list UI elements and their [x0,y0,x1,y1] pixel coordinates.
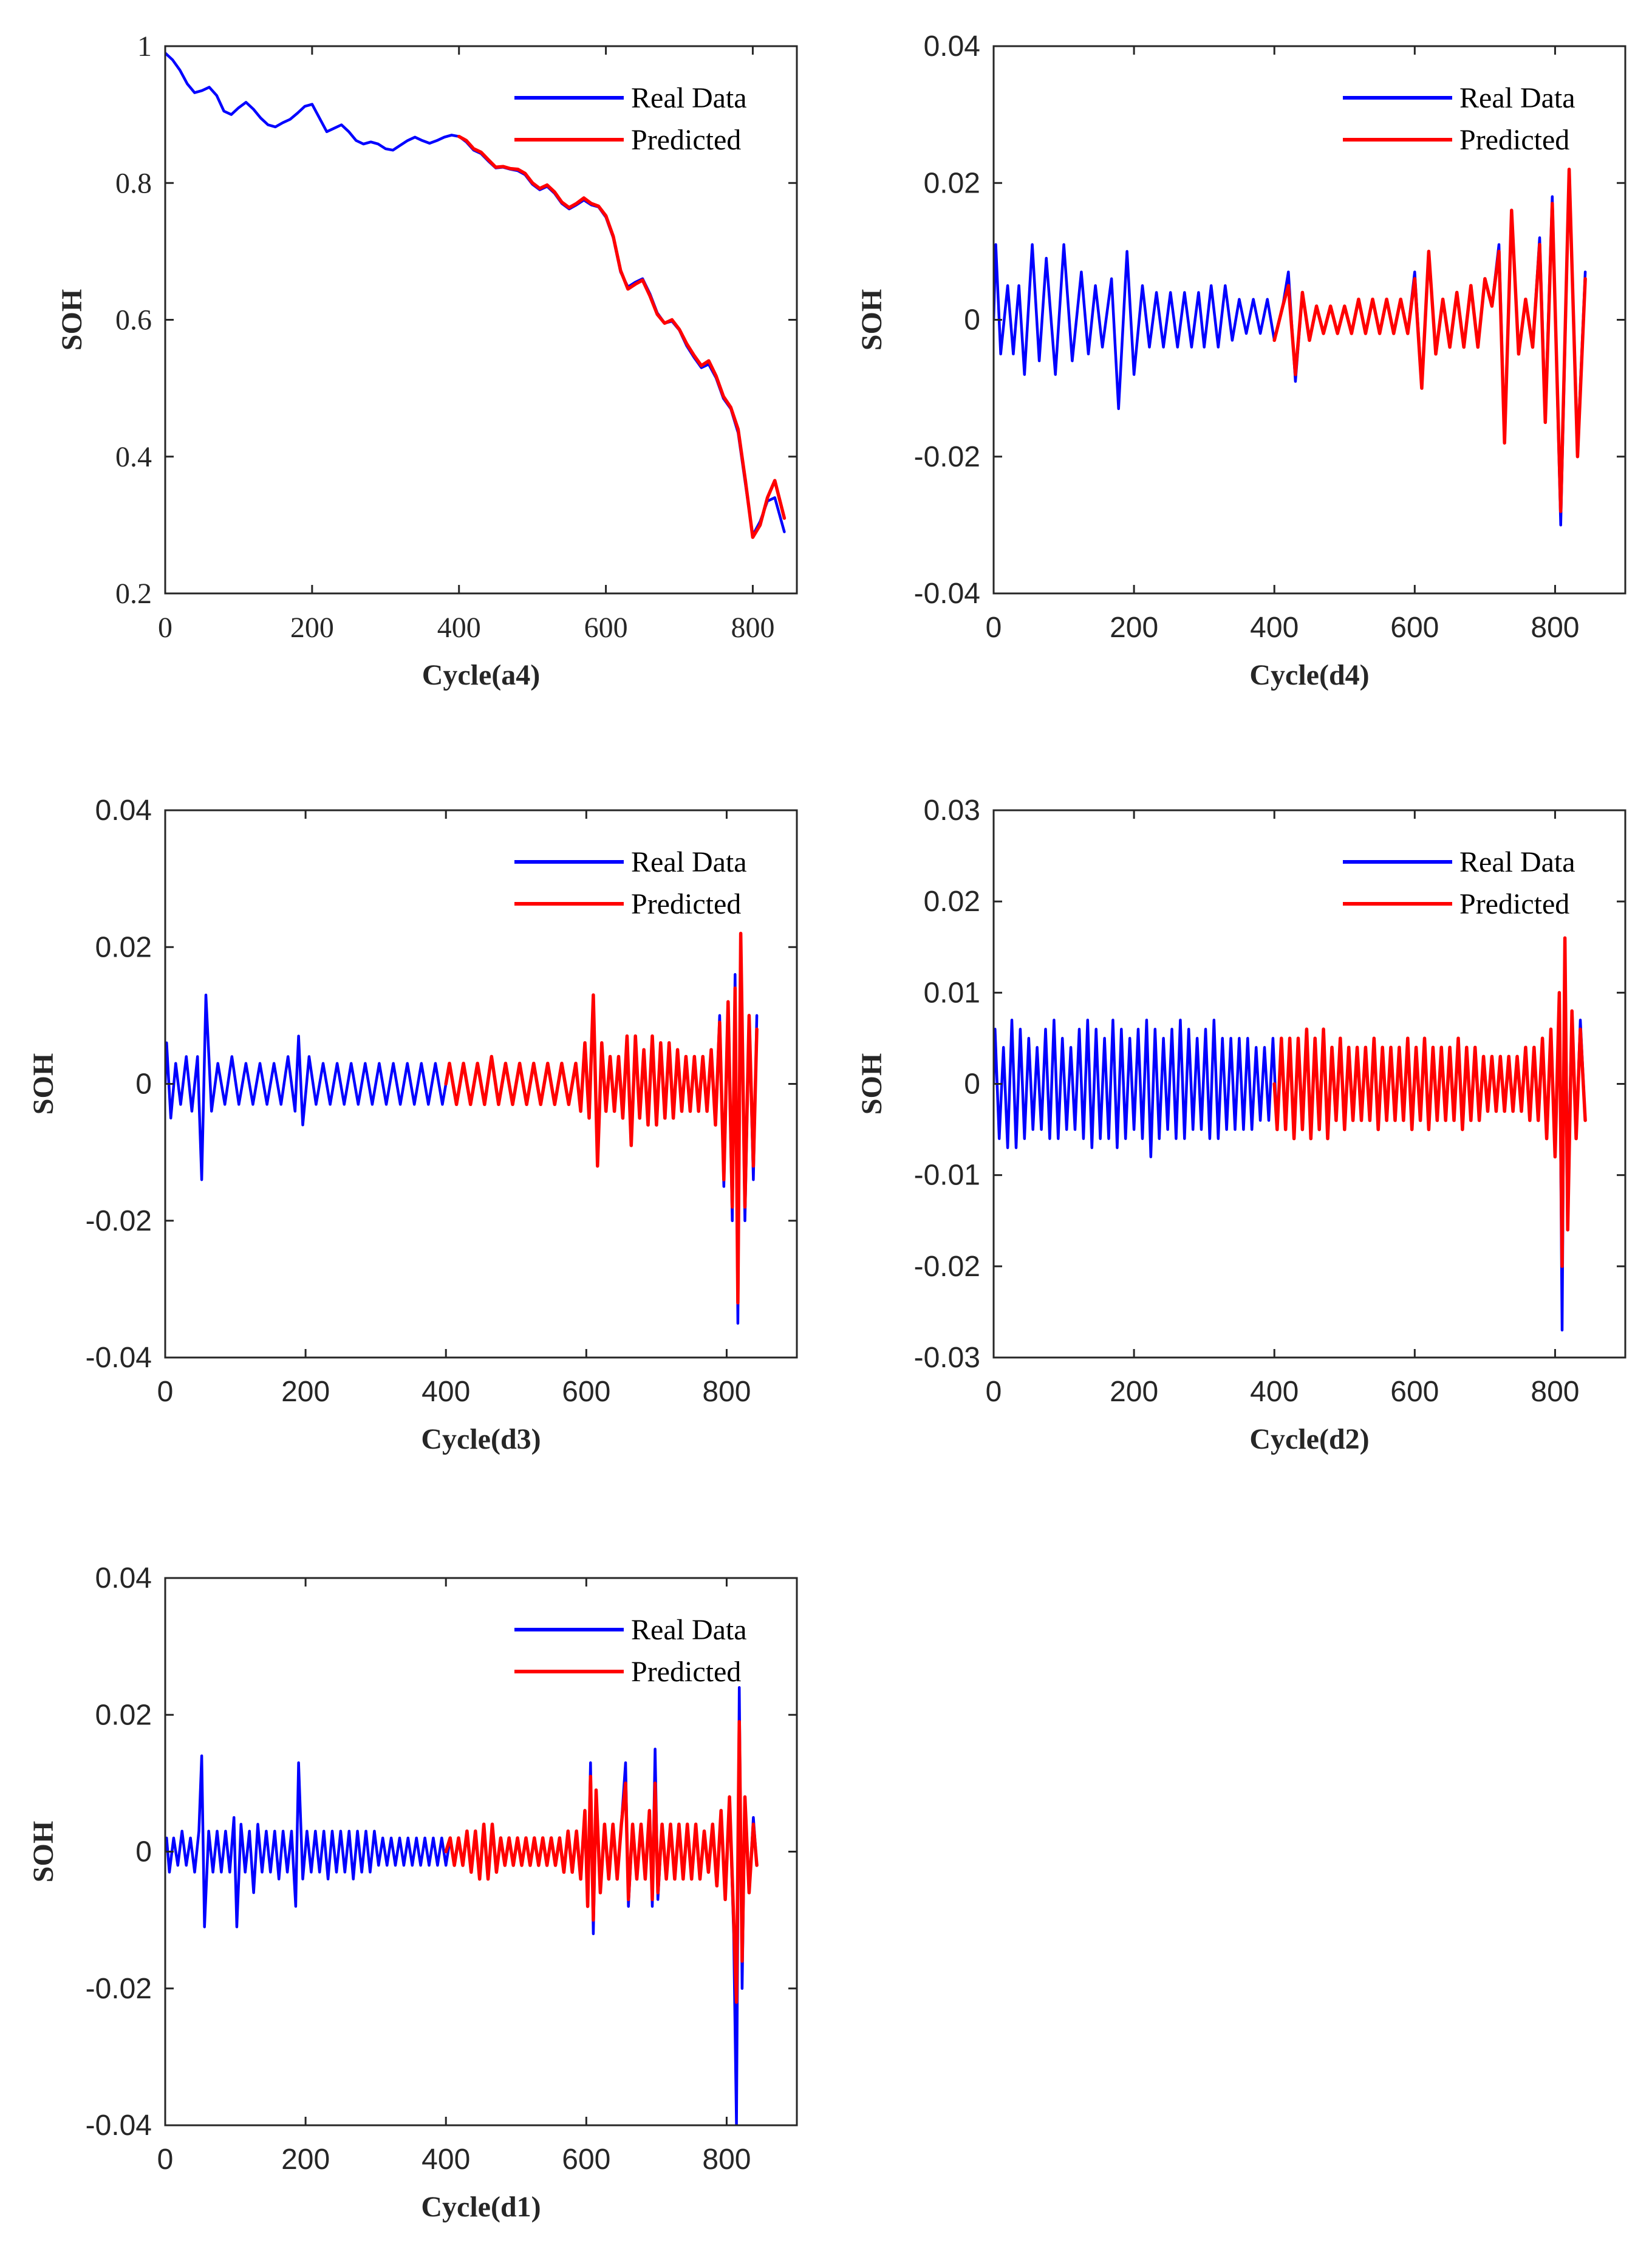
x-tick-label: 800 [1531,612,1579,644]
series-line-predicted [444,1720,759,2004]
chart-panel-d2: 0 200 400 600 800 -0.03 -0.02 -0.01 0 0.01 0.02 0.0… [856,794,1626,1455]
series-group [165,931,759,1325]
y-tick-label: -0.03 [914,1342,980,1374]
legend-label-real-data: Real Data [631,1614,747,1646]
y-tick-label: 0.02 [95,1699,152,1731]
x-tick-label: 400 [437,612,481,644]
chart-panel-a4: 0 200 400 600 800 0.2 0.4 0.6 0.8 1 Cycle(a4) SOH Re… [56,30,798,691]
series-line-predicted [1272,167,1587,513]
legend-label-predicted: Predicted [1459,888,1569,920]
y-tick-label: -0.02 [86,1973,152,2005]
y-tick-label: 0.4 [115,441,152,473]
y-tick-label: -0.02 [914,1251,980,1283]
y-tick-label: 0.02 [924,886,980,918]
series-line-predicted [1272,936,1587,1268]
legend: Real Data Predicted [1343,82,1575,156]
y-tick-label: 0.04 [95,1562,152,1594]
x-tick-label: 400 [422,2143,470,2176]
x-tick-label: 0 [986,612,1002,644]
x-tick-label: 0 [986,1376,1002,1408]
y-axis-label: SOH [56,289,88,350]
legend: Real Data Predicted [514,1614,747,1688]
x-tick-label: 600 [1390,1376,1439,1408]
x-tick-label: 200 [1110,1376,1158,1408]
x-tick-label: 200 [281,1376,330,1408]
legend-label-predicted: Predicted [631,124,741,156]
y-tick-label: -0.02 [86,1205,152,1237]
x-tick-label: 600 [562,2143,610,2176]
x-tick-label: 800 [731,612,774,644]
x-tick-label: 400 [1250,1376,1299,1408]
x-tick-label: 0 [158,612,172,644]
x-tick-label: 800 [1531,1376,1579,1408]
y-tick-label: 0 [964,304,980,336]
series-group [994,167,1587,527]
x-tick-label: 400 [422,1376,470,1408]
legend-label-real-data: Real Data [631,82,747,114]
x-tick-label: 200 [290,612,334,644]
legend-label-real-data: Real Data [1459,82,1575,114]
y-tick-label: -0.04 [86,2109,152,2142]
plot-area [165,46,797,593]
series-line-predicted [444,931,759,1305]
y-tick-label: 0.01 [924,977,980,1009]
x-tick-label: 600 [584,612,628,644]
y-tick-label: -0.01 [914,1160,980,1192]
x-tick-label: 800 [702,1376,751,1408]
y-tick-label: -0.02 [914,441,980,473]
x-tick-label: 200 [1110,612,1158,644]
y-tick-label: -0.04 [914,578,980,610]
x-tick-label: 600 [562,1376,610,1408]
y-axis-label: SOH [27,1821,60,1882]
x-tick-label: 600 [1390,612,1439,644]
y-axis-label: SOH [856,289,888,350]
chart-panel-d3: 0 200 400 600 800 -0.04 -0.02 0 0.02 0.04 Cycle(d3… [27,794,798,1455]
legend-label-predicted: Predicted [631,1656,741,1688]
y-axis-label: SOH [856,1053,888,1115]
series-line-predicted [457,134,787,539]
x-tick-label: 400 [1250,612,1299,644]
y-tick-label: 0.04 [95,794,152,827]
legend-label-real-data: Real Data [1459,846,1575,878]
legend-label-real-data: Real Data [631,846,747,878]
x-axis-label: Cycle(d2) [1249,1423,1369,1455]
x-axis-label: Cycle(d3) [421,1423,541,1455]
x-axis-label: Cycle(d1) [421,2191,541,2223]
legend-label-predicted: Predicted [631,888,741,920]
x-tick-label: 200 [281,2143,330,2176]
y-tick-label: 0.6 [115,304,152,336]
y-tick-label: 0.04 [924,30,980,63]
y-tick-label: 0.2 [115,578,152,610]
x-tick-label: 800 [702,2143,751,2176]
y-tick-label: 1 [137,30,152,63]
y-tick-label: 0.02 [924,167,980,199]
series-group [994,936,1587,1332]
series-group [165,52,787,539]
y-tick-label: 0.03 [924,794,980,827]
chart-panel-d1: 0 200 400 600 800 -0.04 -0.02 0 0.02 0.04 Cycle(d1… [27,1562,798,2223]
x-tick-label: 0 [157,1376,174,1408]
legend: Real Data Predicted [514,82,747,156]
chart-panel-d4: 0 200 400 600 800 -0.04 -0.02 0 0.02 0.04 Cycle(d4… [856,30,1626,691]
y-tick-label: -0.04 [86,1342,152,1374]
y-axis-label: SOH [27,1053,60,1115]
y-tick-label: 0 [964,1068,980,1101]
y-tick-label: 0.02 [95,931,152,963]
legend: Real Data Predicted [514,846,747,920]
x-tick-label: 0 [157,2143,174,2176]
legend-label-predicted: Predicted [1459,124,1569,156]
x-axis-label: Cycle(d4) [1249,659,1369,691]
series-group [165,1686,759,2125]
y-tick-label: 0 [135,1068,152,1101]
y-tick-label: 0.8 [115,167,152,199]
y-tick-label: 0 [135,1836,152,1868]
legend: Real Data Predicted [1343,846,1575,920]
x-axis-label: Cycle(a4) [422,659,541,691]
